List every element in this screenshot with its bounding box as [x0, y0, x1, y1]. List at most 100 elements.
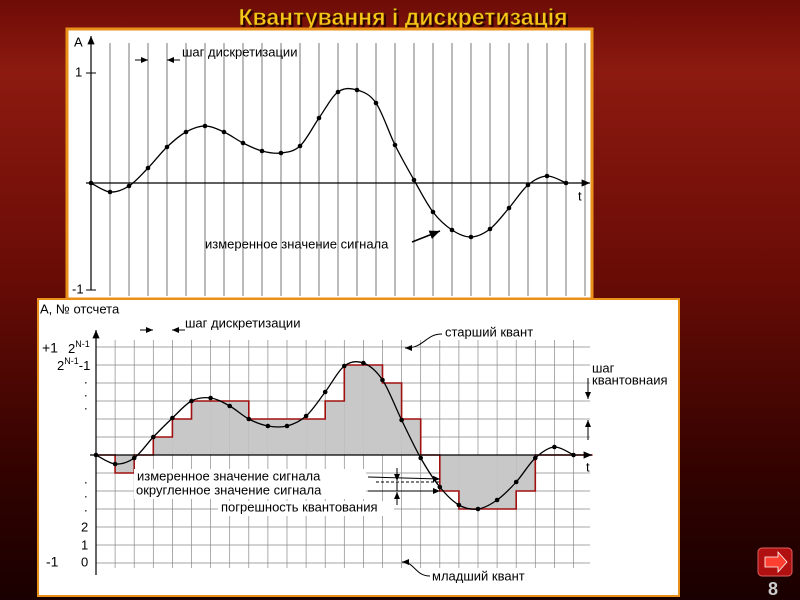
sample-point: [392, 142, 398, 148]
sample-point: [227, 403, 232, 409]
sample-point: [411, 177, 417, 183]
arrow: [401, 559, 431, 577]
annotation: шаг: [592, 360, 615, 375]
sample-point: [335, 89, 341, 95]
sample-point: [430, 209, 436, 215]
sample-point: [126, 183, 132, 189]
quantized-area: [248, 419, 268, 455]
quantized-area: [191, 401, 211, 455]
quantized-area: [210, 401, 230, 455]
sample-point: [437, 484, 443, 490]
sample-point: [354, 87, 360, 93]
sample-point: [284, 423, 290, 429]
bottom-diagram: [37, 298, 680, 597]
quantized-area: [325, 401, 345, 455]
arrow-icon[interactable]: [764, 550, 788, 574]
quantized-area: [172, 419, 192, 455]
quantized-area: [363, 365, 383, 455]
sample-point: [456, 502, 462, 508]
dots: .: [84, 384, 88, 399]
sample-point: [240, 140, 246, 146]
axis-label: t: [578, 188, 582, 203]
axis-label: A: [74, 34, 83, 49]
bottom-labels: A, № отсчета шаг дискретизации старший к…: [40, 301, 668, 583]
tick-label: 1: [75, 64, 82, 79]
arrow: [404, 333, 443, 351]
tick-label: -1: [72, 281, 84, 296]
tick-label: 1: [81, 537, 88, 552]
quantized-area: [458, 455, 478, 509]
sample-point: [221, 129, 227, 135]
label-bg: [218, 501, 394, 516]
dots: .: [84, 371, 88, 386]
sample-point: [342, 363, 347, 369]
annotation: измеренное значение сигнала: [137, 468, 321, 483]
annotation: старший квант: [445, 324, 533, 339]
sample-point: [131, 455, 137, 461]
sample-point: [563, 180, 569, 186]
quantized-area: [497, 455, 517, 509]
tick-label: +1: [42, 340, 58, 356]
sample-point: [202, 123, 208, 129]
sample-point: [316, 115, 322, 121]
sample-point: [487, 226, 493, 232]
quantized-area: [478, 455, 498, 509]
axis-label: t: [586, 459, 590, 474]
quantized-area: [401, 419, 421, 455]
next-button[interactable]: [757, 547, 793, 577]
sample-point: [246, 416, 252, 422]
sample-point: [475, 506, 481, 512]
sample-point: [88, 180, 94, 186]
quantized-area: [306, 419, 326, 455]
quantized-area: [439, 455, 459, 491]
tick-label: 0: [81, 554, 88, 569]
annotation: округленное значение сигнала: [136, 482, 322, 497]
quantized-signal: [96, 364, 593, 510]
sample-point: [189, 398, 194, 404]
annotation: квантовнаия: [592, 372, 668, 387]
annotation: шаг дискретизации: [182, 44, 297, 59]
quantized-area: [267, 419, 287, 455]
tick-label: 2N-1-1: [57, 356, 90, 373]
sample-point: [208, 395, 213, 401]
tick-label: -1: [46, 554, 59, 570]
top-panel: [65, 27, 594, 301]
sample-point: [468, 234, 474, 240]
sample-point: [265, 423, 271, 429]
axis-label: A, № отсчета: [40, 301, 120, 316]
quantized-area: [115, 455, 135, 473]
dots: .: [84, 397, 88, 412]
sample-point: [373, 100, 379, 106]
sample-point: [297, 143, 303, 149]
sample-point: [112, 461, 118, 467]
quantized-area: [382, 383, 402, 455]
page-number: 8: [768, 579, 778, 599]
dots: .: [84, 485, 88, 500]
tick-label: 2: [81, 519, 88, 534]
sample-point: [544, 173, 550, 179]
dots: .: [84, 471, 88, 486]
annotation: погрешность квантования: [221, 499, 378, 514]
sample-point: [494, 497, 500, 503]
sample-point: [380, 377, 385, 383]
sample-point: [322, 389, 328, 395]
arrow: [367, 475, 441, 482]
dots: .: [84, 499, 88, 514]
sample-point: [145, 165, 151, 171]
sample-point: [418, 455, 424, 461]
quantized-area: [153, 437, 173, 455]
sample-point: [449, 227, 455, 233]
quantized-area: [344, 365, 364, 455]
sample-point: [525, 182, 531, 188]
sample-point: [361, 360, 366, 366]
sample-point: [259, 148, 265, 154]
sample-point: [552, 444, 557, 450]
annotation: младший квант: [432, 568, 525, 583]
quantized-area: [287, 419, 307, 455]
sample-point: [164, 144, 170, 150]
title: Квантування і дискретизація: [238, 4, 567, 30]
quantized-area: [229, 401, 249, 455]
